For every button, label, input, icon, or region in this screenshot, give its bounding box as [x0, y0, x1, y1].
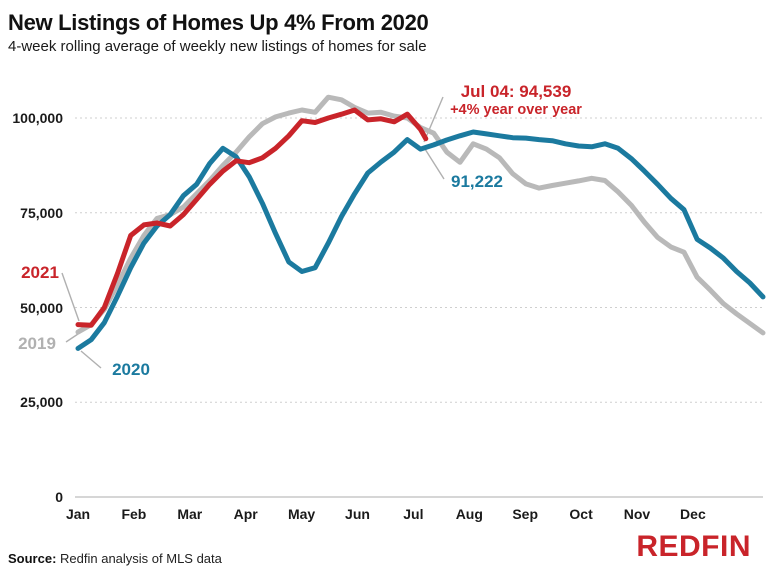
xtick-Aug: Aug: [455, 506, 483, 522]
xtick-Mar: Mar: [177, 506, 203, 522]
xtick-Jul: Jul: [403, 506, 424, 522]
series-label-2021: 2021: [21, 263, 59, 282]
leader-line-3: [423, 96, 444, 143]
callout-2021-jul04: Jul 04: 94,539 +4% year over year: [425, 83, 607, 119]
source-label: Source:: [8, 551, 57, 566]
ytick-50,000: 50,000: [20, 299, 63, 316]
xtick-Dec: Dec: [680, 506, 706, 522]
xtick-Oct: Oct: [569, 506, 593, 522]
callout-2021-note: +4% year over year: [450, 102, 582, 118]
xtick-Jan: Jan: [65, 506, 91, 522]
source-text: Redfin analysis of MLS data: [56, 551, 222, 566]
leader-line-1: [65, 333, 79, 343]
xtick-Jun: Jun: [345, 506, 370, 522]
source-note: Source: Redfin analysis of MLS data: [8, 551, 222, 566]
xtick-May: May: [287, 506, 316, 522]
series-label-2020: 2020: [112, 360, 150, 379]
callout-2020-value: 91,222: [451, 172, 503, 191]
series-label-2019: 2019: [18, 334, 56, 353]
line-2021: [75, 107, 429, 328]
chart-subtitle: 4-week rolling average of weekly new lis…: [8, 38, 427, 55]
chart-title: New Listings of Homes Up 4% From 2020: [8, 10, 429, 35]
xtick-Nov: Nov: [623, 506, 651, 522]
leader-line-2: [80, 350, 102, 369]
ytick-0: 0: [55, 489, 63, 505]
xtick-Sep: Sep: [512, 506, 539, 522]
leader-line-0: [61, 272, 80, 322]
line-2020: [75, 129, 766, 351]
leader-line-4: [424, 148, 445, 180]
ytick-100,000: 100,000: [12, 110, 63, 126]
xtick-Apr: Apr: [233, 506, 258, 522]
callout-2021-value: Jul 04: 94,539: [460, 82, 572, 101]
ytick-25,000: 25,000: [20, 394, 63, 411]
redfin-logo: REDFIN: [636, 530, 751, 563]
xtick-Feb: Feb: [121, 506, 147, 522]
ytick-75,000: 75,000: [20, 204, 63, 221]
